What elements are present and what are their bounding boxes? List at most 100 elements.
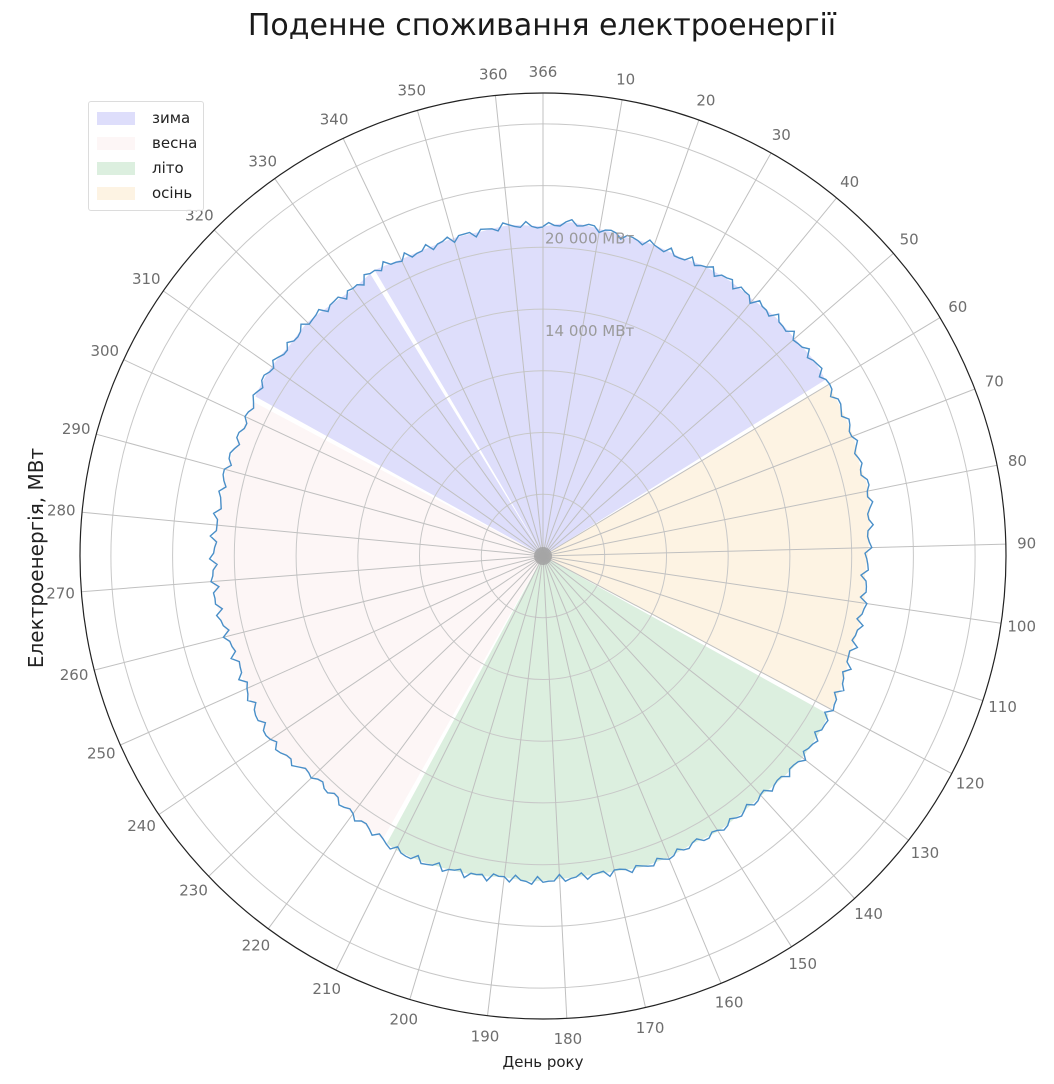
angular-gridline — [213, 229, 544, 557]
legend-label-summer: літо — [152, 159, 184, 177]
angular-tick-label: 30 — [772, 126, 791, 144]
angular-tick-label: 10 — [616, 70, 635, 88]
angular-tick-label: 220 — [242, 937, 271, 955]
radial-tick-label: 14 000 МВт — [545, 322, 634, 340]
legend-label-autumn: осінь — [152, 184, 193, 202]
angular-tick-label: 130 — [911, 844, 940, 862]
angular-tick-label: 190 — [471, 1027, 500, 1045]
legend-swatch-winter — [97, 112, 135, 125]
angular-gridline — [416, 110, 544, 557]
angular-tick-label: 290 — [62, 420, 91, 438]
polar-grid — [79, 92, 1007, 1020]
angular-gridline — [542, 555, 983, 702]
angular-gridline — [487, 555, 544, 1016]
angular-gridline — [542, 555, 792, 947]
angular-tick-label: 40 — [840, 173, 859, 191]
angular-tick-label: 230 — [179, 882, 208, 900]
angular-gridline — [120, 555, 544, 746]
angular-tick-label: 110 — [988, 698, 1017, 716]
angular-gridline — [542, 555, 952, 775]
season-sector — [255, 273, 543, 556]
angular-tick-label: 250 — [87, 745, 116, 763]
angular-tick-label: 210 — [312, 980, 341, 998]
angular-gridline — [542, 99, 623, 557]
angular-tick-label: 310 — [132, 270, 161, 288]
angular-gridline — [542, 119, 700, 557]
angular-gridline — [542, 464, 998, 557]
consumption-series — [208, 218, 875, 886]
angular-tick-label: 80 — [1008, 452, 1027, 470]
series-line — [208, 218, 875, 886]
angular-tick-label: 160 — [715, 994, 744, 1012]
chart-title: Поденне споживання електроенергії — [247, 8, 837, 43]
angular-tick-label: 120 — [956, 774, 985, 792]
angular-gridline — [274, 178, 544, 557]
angular-gridline — [123, 359, 544, 557]
angular-gridline — [542, 252, 894, 557]
angular-tick-label: 20 — [696, 91, 715, 109]
legend-label-spring: весна — [152, 134, 198, 152]
angular-tick-label: 366 — [529, 63, 558, 81]
angular-gridline — [542, 555, 568, 1019]
angular-gridline — [542, 555, 722, 984]
angular-gridline — [542, 388, 975, 557]
legend: зима весна літо осінь — [88, 101, 204, 211]
x-axis-label: День року — [502, 1053, 584, 1071]
angular-tick-label: 270 — [46, 584, 75, 602]
angular-tick-label: 180 — [554, 1030, 583, 1048]
season-sector — [543, 222, 826, 557]
angular-gridline — [335, 555, 544, 971]
angular-gridline — [208, 555, 544, 877]
angular-gridline — [542, 555, 855, 899]
angular-tick-label: 200 — [389, 1010, 418, 1028]
angular-gridline — [542, 555, 909, 841]
legend-swatch-spring — [97, 137, 135, 150]
legend-swatch-summer — [97, 162, 135, 175]
angular-gridline — [409, 555, 544, 1000]
angular-gridline — [542, 317, 941, 557]
angular-tick-label: 60 — [948, 298, 967, 316]
legend-item-summer: літо — [95, 158, 199, 178]
angular-tick-label: 350 — [397, 81, 426, 99]
y-axis-label: Електроенергія, МВт — [24, 447, 48, 669]
angular-gridline — [96, 433, 544, 557]
angular-tick-label: 260 — [60, 666, 89, 684]
angular-gridline — [542, 555, 1002, 624]
angular-gridline — [542, 152, 772, 557]
angular-gridline — [494, 95, 544, 557]
angular-tick-label: 50 — [900, 231, 919, 249]
angular-gridline — [94, 555, 544, 671]
angular-gridline — [542, 555, 646, 1008]
angular-tick-label: 70 — [985, 372, 1004, 390]
radial-tick-label: 20 000 МВт — [545, 229, 634, 247]
angular-gridline — [542, 197, 837, 557]
angular-tick-label: 330 — [248, 153, 277, 171]
season-sector — [543, 384, 870, 710]
angular-tick-label: 140 — [854, 905, 883, 923]
angular-gridline — [267, 555, 544, 929]
legend-label-winter: зима — [152, 109, 191, 127]
angular-tick-label: 280 — [47, 501, 76, 519]
center-hub — [534, 547, 552, 565]
legend-item-spring: весна — [95, 133, 199, 153]
angular-tick-label: 340 — [320, 111, 349, 129]
angular-tick-label: 170 — [636, 1019, 665, 1037]
angular-tick-label: 100 — [1007, 617, 1036, 635]
outer-axis-circle — [79, 92, 1007, 1020]
angular-tick-label: 360 — [479, 66, 508, 84]
angular-gridline — [342, 138, 544, 557]
angular-gridline — [163, 290, 544, 557]
tick-labels: 366 10 20 30 40 50 60 70 80 90 100 110 120 130 140 150 1… — [46, 63, 1036, 1048]
angular-tick-label: 90 — [1017, 535, 1036, 553]
legend-item-winter: зима — [95, 108, 199, 128]
season-sector — [386, 556, 829, 882]
angular-tick-label: 150 — [788, 955, 817, 973]
season-sector — [213, 401, 544, 840]
angular-tick-label: 300 — [90, 342, 119, 360]
angular-gridline — [158, 555, 544, 815]
legend-swatch-autumn — [97, 187, 135, 200]
angular-gridline — [542, 543, 1006, 557]
angular-tick-label: 240 — [127, 817, 156, 835]
legend-item-autumn: осінь — [95, 183, 199, 203]
